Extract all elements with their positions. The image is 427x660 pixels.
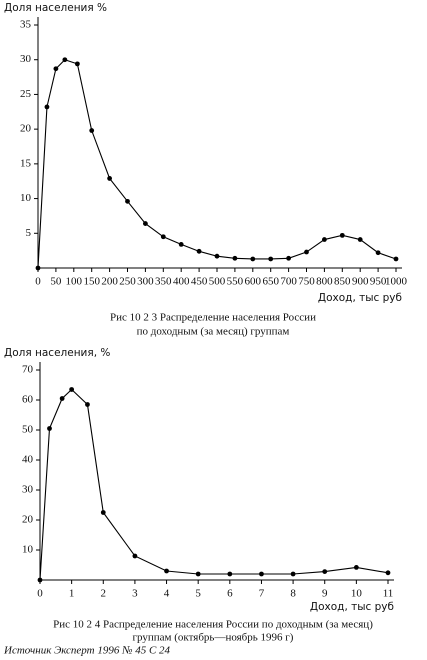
caption: группам (октябрь—ноябрь 1996 г) [133,632,294,644]
x-tick-label: 350 [155,276,172,288]
data-point [53,66,59,72]
y-tick-label: 30 [22,484,34,496]
y-tick-label: 70 [22,364,34,376]
data-point [214,253,220,259]
y-tick-label: 5 [26,227,32,239]
x-tick-label: 9 [322,588,328,600]
x-tick-label: 3 [132,588,138,600]
x-tick-label: 900 [352,276,369,288]
x-tick-label: 300 [137,276,154,288]
data-point [232,255,238,261]
data-point [74,61,80,67]
x-tick-label: 5 [195,588,201,600]
y-tick-label: 20 [20,123,32,135]
data-point [37,577,43,583]
data-point [393,256,399,262]
y-tick-label: 10 [20,192,32,204]
data-point [107,176,112,181]
x-tick-label: 700 [280,276,297,288]
x-tick-label: 2 [101,588,107,600]
x-tick-label: 0 [37,588,43,600]
y-tick-label: 60 [22,394,34,406]
data-point [268,256,274,262]
data-point [178,241,184,247]
data-point [375,250,381,256]
data-point [89,128,95,133]
y-tick-label: 40 [22,454,34,466]
x-tick-label: 550 [227,276,244,288]
y-tick-label: 20 [22,514,34,526]
data-point [85,402,90,407]
data-point [160,234,166,240]
x-tick-label: 8 [290,588,296,600]
data-point [227,571,233,577]
data-point [59,396,65,401]
y-tick-label: 10 [22,544,34,556]
data-point [164,568,169,574]
data-point [250,256,256,262]
x-tick-label: 50 [50,276,62,288]
x-tick-label: 500 [209,276,226,288]
data-point [357,237,363,242]
x-tick-label: 7 [259,588,265,600]
x-tick-label: 150 [83,276,100,288]
data-point [47,426,52,431]
x-tick-label: 750 [298,276,315,288]
x-tick-label: 650 [262,276,279,288]
x-tick-label: 250 [119,276,136,288]
y-tick-label: 15 [20,157,32,169]
data-point [259,571,264,577]
x-axis-label: Доход, тыс руб [318,292,402,304]
data-point [69,387,75,392]
x-tick-label: 11 [383,588,394,600]
x-tick-label: 850 [334,276,351,288]
data-point [143,221,148,226]
x-tick-label: 1000 [385,276,408,288]
data-point [132,553,138,559]
data-point [44,104,50,110]
x-tick-label: 4 [164,588,170,600]
x-tick-label: 6 [227,588,233,600]
data-line [39,388,389,581]
data-point [196,248,202,254]
y-axis-label: Доля населения, % [4,347,110,359]
y-tick-label: 35 [20,19,32,31]
data-point [62,57,68,63]
y-tick-label: 50 [22,424,34,436]
y-tick-label: 25 [20,88,32,100]
data-point [322,569,328,574]
data-point [125,198,130,204]
data-point [195,571,201,577]
data-point [35,265,41,271]
x-tick-label: 400 [173,276,190,288]
caption: Рис 10 2 4 Распределение населения Росси… [53,619,373,631]
x-tick-label: 0 [35,276,41,288]
x-tick-label: 1 [69,588,75,600]
x-tick-label: 450 [191,276,208,288]
y-tick-label: 30 [20,53,32,65]
x-tick-label: 10 [351,588,363,600]
x-tick-label: 200 [101,276,118,288]
caption: по доходным (за месяц) группам [137,326,290,338]
data-point [304,249,309,255]
data-point [290,571,296,577]
data-point [385,570,391,576]
x-axis-label: Доход, тыс руб [310,601,394,613]
data-point [353,565,359,570]
y-axis-label: Доля населения % [4,2,107,14]
caption: Рис 10 2 3 Распределение населения Росси… [110,312,316,324]
x-tick-label: 600 [245,276,262,288]
data-point [322,237,327,242]
x-tick-label: 100 [66,276,83,288]
data-point [339,232,345,238]
data-point [100,510,106,515]
data-point [286,255,291,261]
source-note: Источник Эксперт 1996 № 45 С 24 [3,645,171,657]
x-tick-label: 800 [316,276,333,288]
x-tick-label: 950 [370,276,387,288]
